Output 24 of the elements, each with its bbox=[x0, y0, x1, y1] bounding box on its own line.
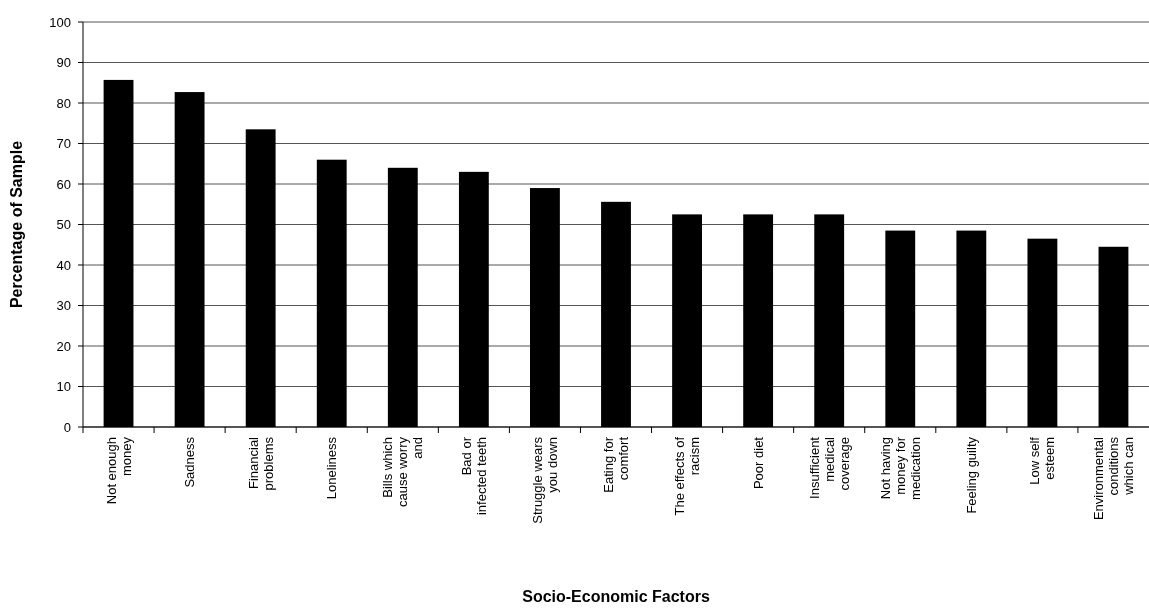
y-tick-label: 70 bbox=[56, 136, 71, 152]
y-tick-label: 90 bbox=[56, 55, 71, 71]
x-tick-label: Bills which cause worry and bbox=[380, 436, 426, 508]
x-tick-label: Eating for comfort bbox=[601, 436, 632, 493]
y-tick-label: 30 bbox=[56, 298, 71, 314]
y-tick-label: 40 bbox=[56, 257, 71, 273]
y-tick-label: 20 bbox=[56, 338, 71, 354]
y-tick-label: 50 bbox=[56, 217, 71, 233]
y-axis-title: Percentage of Sample bbox=[8, 140, 25, 309]
y-tick-label: 10 bbox=[56, 379, 71, 395]
x-tick-label: Poor diet bbox=[750, 436, 766, 490]
x-tick-label: Low self esteem bbox=[1027, 436, 1058, 485]
x-tick-label: Feeling guilty bbox=[963, 436, 979, 514]
x-axis-title: Socio-Economic Factors bbox=[522, 588, 710, 605]
x-tick-label: The effects of racism bbox=[672, 436, 703, 516]
y-tick-label: 100 bbox=[49, 14, 71, 30]
x-tick-label: Sadness bbox=[182, 436, 198, 488]
x-tick-label: Loneliness bbox=[324, 436, 340, 500]
y-tick-label: 0 bbox=[63, 419, 71, 435]
y-tick-label: 60 bbox=[56, 176, 71, 192]
x-tick-label: Not enough money bbox=[103, 436, 134, 505]
x-tick-label: Financial problems bbox=[245, 436, 276, 491]
x-tick-label: Insufficient medical coverage bbox=[806, 436, 852, 499]
y-tick-label: 80 bbox=[56, 95, 71, 111]
